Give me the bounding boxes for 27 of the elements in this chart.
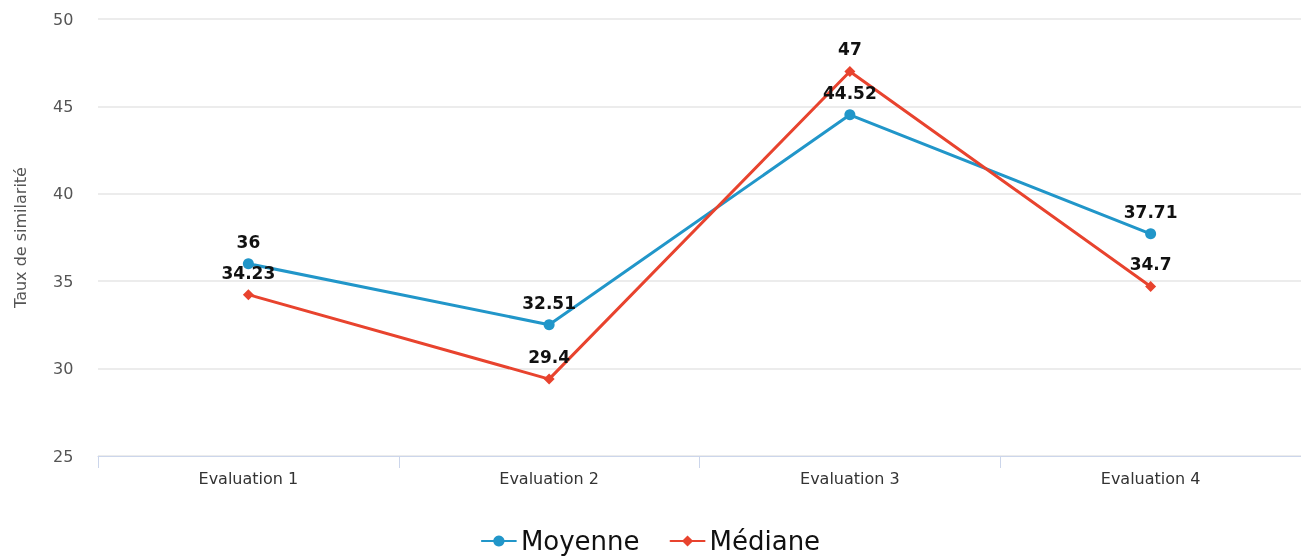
data-label: 29.4 [528, 347, 571, 368]
data-label: 34.23 [221, 262, 276, 283]
point [543, 319, 555, 331]
y-tick-label: 25 [53, 446, 74, 466]
point [844, 65, 856, 77]
y-tick-label: 45 [53, 96, 74, 116]
y-axis-title: Taux de similarité [10, 167, 30, 309]
data-label: 37.71 [1123, 201, 1178, 222]
point [1145, 280, 1157, 292]
y-tick-label: 35 [53, 271, 74, 291]
point [844, 109, 856, 121]
point [242, 289, 254, 301]
point [543, 373, 555, 385]
data-label: 32.51 [522, 292, 577, 313]
data-label: 34.7 [1129, 254, 1172, 275]
legend-label: Moyenne [520, 526, 640, 556]
y-tick-label: 50 [53, 9, 74, 29]
y-tick-label: 40 [53, 184, 74, 204]
x-tick-label: Evaluation 1 [198, 468, 299, 488]
legend-label: Médiane [709, 526, 821, 556]
data-label: 47 [838, 39, 862, 60]
x-tick-label: Evaluation 3 [800, 468, 900, 488]
point [1145, 228, 1157, 240]
x-tick-label: Evaluation 2 [499, 468, 599, 488]
y-tick-label: 30 [53, 359, 74, 379]
data-label: 36 [236, 231, 261, 252]
x-tick-label: Evaluation 4 [1100, 468, 1201, 488]
